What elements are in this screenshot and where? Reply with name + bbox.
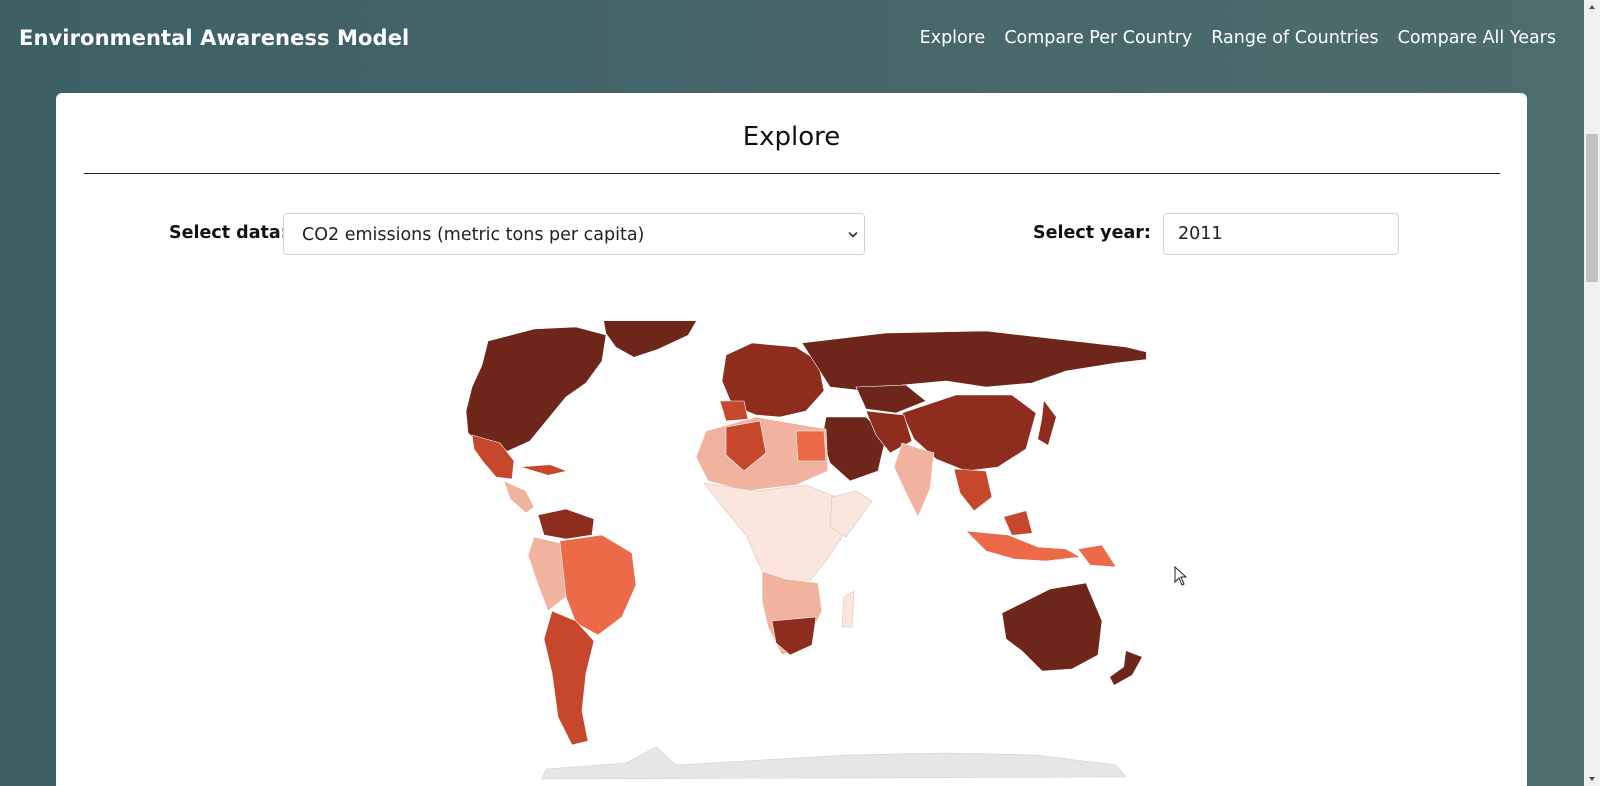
map-southeast-asia (953, 468, 993, 512)
data-select[interactable]: CO2 emissions (metric tons per capita) (283, 213, 865, 255)
map-kazakhstan (855, 384, 927, 414)
map-caribbean (522, 465, 566, 475)
map-algeria (725, 420, 767, 472)
app-title[interactable]: Environmental Awareness Model (19, 26, 410, 50)
scroll-down-icon[interactable] (1588, 775, 1596, 783)
explore-card: Explore Select data: CO2 emissions (metr… (56, 93, 1527, 786)
main-nav: Explore Compare Per Country Range of Cou… (920, 28, 1556, 48)
map-greenland (604, 321, 696, 357)
top-navbar: Environmental Awareness Model Explore Co… (0, 0, 1584, 80)
vertical-scrollbar[interactable] (1584, 0, 1600, 786)
map-australia (1001, 582, 1103, 672)
nav-explore[interactable]: Explore (919, 28, 986, 48)
map-horn-of-africa (829, 490, 873, 538)
map-north-america (465, 326, 607, 452)
map-antarctica (541, 746, 1127, 780)
map-japan (1038, 401, 1056, 445)
map-india (893, 442, 935, 518)
map-new-zealand (1110, 651, 1142, 685)
map-argentina-chile (543, 610, 595, 746)
title-divider (84, 173, 1500, 174)
nav-compare-all-years[interactable]: Compare All Years (1397, 28, 1556, 48)
map-egypt (795, 430, 827, 462)
map-borneo (1004, 511, 1032, 535)
map-europe (721, 342, 825, 418)
map-china (901, 394, 1037, 472)
nav-range-of-countries[interactable]: Range of Countries (1211, 28, 1379, 48)
year-input[interactable] (1163, 213, 1399, 255)
chevron-down-icon (848, 232, 858, 238)
map-indonesia (965, 530, 1081, 562)
select-year-label: Select year: (1033, 223, 1151, 243)
scroll-up-icon[interactable] (1588, 3, 1596, 11)
map-madagascar (841, 590, 855, 628)
map-mexico (471, 434, 515, 480)
map-peru-bolivia (527, 536, 567, 612)
map-papua (1077, 544, 1117, 568)
data-select-value: CO2 emissions (metric tons per capita) (302, 225, 645, 245)
map-south-africa (771, 616, 817, 656)
world-choropleth-map[interactable] (426, 321, 1146, 786)
map-iberia (719, 400, 749, 422)
map-central-africa (703, 482, 847, 592)
scrollbar-thumb[interactable] (1586, 134, 1598, 282)
select-data-label: Select data: (169, 223, 288, 243)
map-venezuela-colombia (537, 508, 595, 540)
map-central-america (503, 480, 535, 514)
page-title: Explore (742, 122, 841, 152)
mouse-pointer-icon (1174, 566, 1188, 586)
nav-compare-per-country[interactable]: Compare Per Country (1004, 28, 1193, 48)
map-russia (801, 330, 1146, 392)
